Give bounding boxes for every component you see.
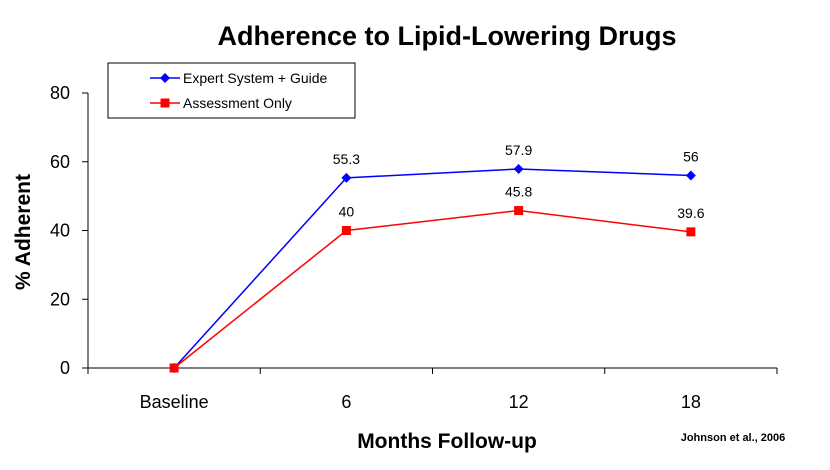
series-layer [169,163,696,373]
data-label: 57.9 [505,142,532,158]
x-axis-ticks: Baseline 6 12 18 [87,368,778,412]
data-point [514,206,524,216]
legend-label: Expert System + Guide [183,70,328,86]
legend-marker [160,98,170,108]
data-point [341,172,352,183]
data-label: 45.8 [505,184,532,200]
x-tick-label: Baseline [140,392,209,412]
data-point [513,163,524,174]
series-line [173,209,691,369]
data-point [169,363,179,373]
data-label: 40 [339,204,355,220]
y-axis-ticks: 0 20 40 60 80 [50,83,88,378]
x-tick-label: 6 [341,392,351,412]
source-note: Johnson et al., 2006 [681,432,786,444]
y-tick-label: 20 [50,289,70,309]
y-axis-label: % Adherent [12,174,35,290]
data-label: 56 [683,149,699,165]
legend-marker [160,73,170,83]
data-labels: 55.3 57.9 56 40 45.8 39.6 [333,142,705,221]
data-point [686,227,696,237]
data-label: 55.3 [333,151,360,167]
data-label: 39.6 [677,205,704,221]
data-point [341,226,351,235]
data-point [685,170,696,181]
chart-title: Adherence to Lipid-Lowering Drugs [217,21,676,51]
y-tick-label: 40 [50,221,70,241]
legend: Expert System + Guide Assessment Only [107,62,356,119]
y-tick-label: 80 [50,83,70,103]
series-line [173,168,691,369]
x-tick-label: 12 [509,392,529,412]
legend-label: Assessment Only [183,95,292,111]
x-tick-label: 18 [681,392,701,412]
y-tick-label: 0 [60,358,70,378]
y-tick-label: 60 [50,152,70,172]
x-axis-label: Months Follow-up [357,430,537,453]
legend-box [107,62,356,119]
